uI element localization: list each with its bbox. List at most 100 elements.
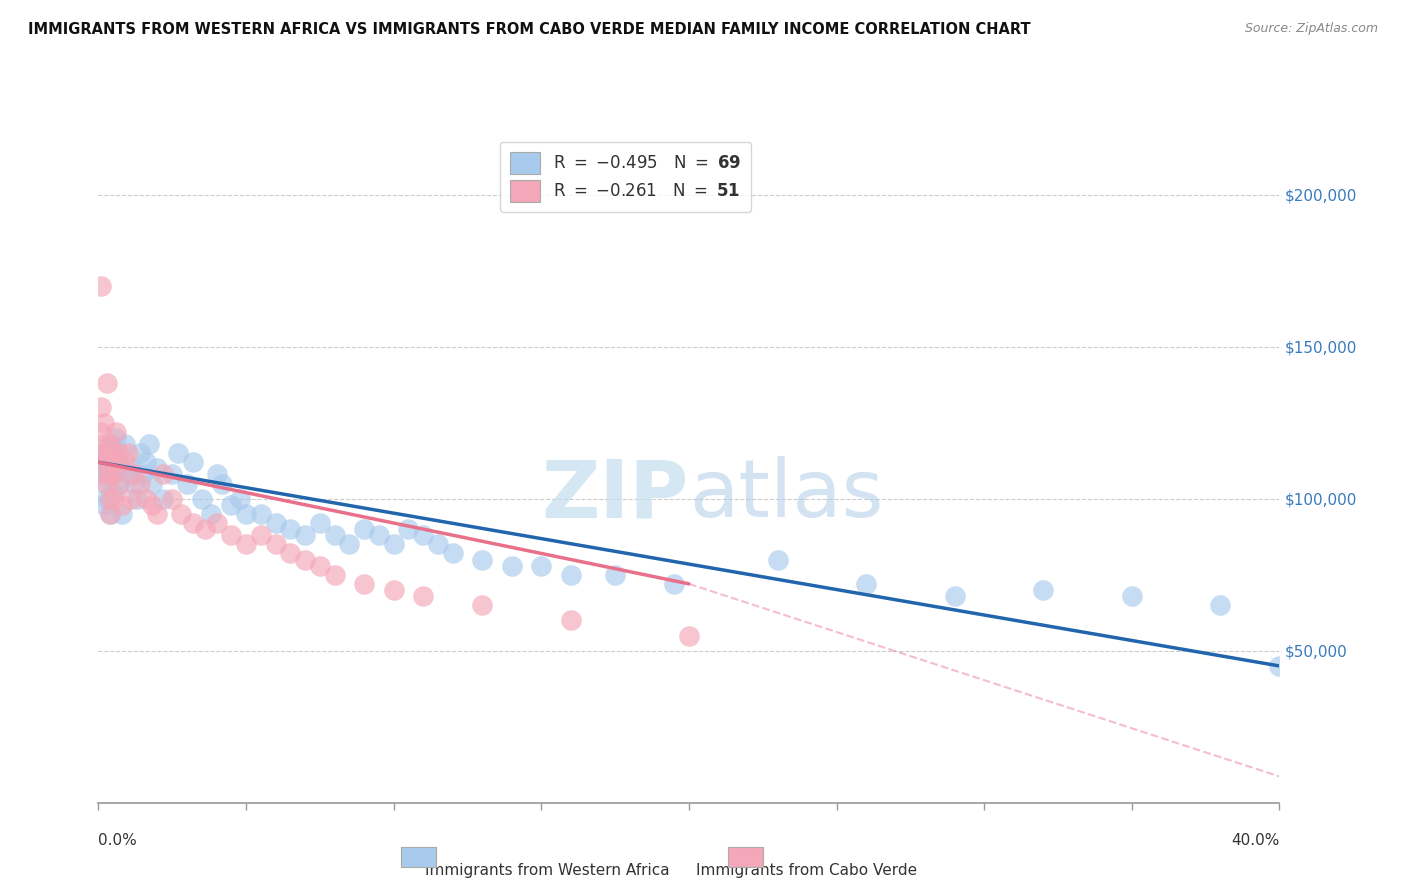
Point: [98, 491, 121, 506]
Text: atlas: atlas: [689, 456, 883, 534]
Point: [235, 537, 257, 551]
Point: [90, 425, 112, 439]
Point: [96, 455, 118, 469]
Text: 40.0%: 40.0%: [1232, 833, 1279, 848]
Point: [96, 491, 118, 506]
Point: [250, 528, 273, 542]
Point: [103, 446, 125, 460]
Point: [93, 467, 115, 482]
Point: [323, 567, 346, 582]
Point: [264, 516, 287, 530]
Point: [96, 446, 118, 460]
Point: [135, 455, 157, 469]
Point: [103, 485, 125, 500]
Point: [766, 552, 789, 566]
Point: [152, 467, 174, 482]
Point: [117, 467, 139, 482]
Point: [114, 437, 136, 451]
Point: [323, 528, 346, 542]
Point: [1209, 598, 1232, 612]
Text: IMMIGRANTS FROM WESTERN AFRICA VS IMMIGRANTS FROM CABO VERDE MEDIAN FAMILY INCOM: IMMIGRANTS FROM WESTERN AFRICA VS IMMIGR…: [28, 22, 1031, 37]
Point: [98, 437, 121, 451]
Point: [105, 461, 128, 475]
Point: [1032, 582, 1054, 597]
Text: Immigrants from Western Africa: Immigrants from Western Africa: [425, 863, 669, 878]
Point: [93, 446, 115, 460]
Point: [382, 537, 405, 551]
Point: [309, 558, 332, 573]
Point: [176, 476, 198, 491]
Point: [105, 425, 128, 439]
Point: [146, 461, 169, 475]
Point: [141, 498, 163, 512]
Point: [138, 437, 160, 451]
Text: Immigrants from Cabo Verde: Immigrants from Cabo Verde: [696, 863, 918, 878]
Point: [278, 522, 302, 536]
Point: [181, 516, 204, 530]
Point: [560, 613, 582, 627]
Point: [264, 537, 287, 551]
Point: [530, 558, 553, 573]
Point: [471, 598, 494, 612]
Text: 0.0%: 0.0%: [98, 833, 138, 848]
Point: [128, 446, 150, 460]
Point: [108, 476, 131, 491]
Point: [103, 467, 125, 482]
Legend: $\mathregular{R\ =\ }$$\mathbf{\mathit{-0.495}}$$\mathregular{\ \ \ N\ =\ }$$\ma: $\mathregular{R\ =\ }$$\mathbf{\mathit{-…: [501, 142, 751, 211]
Point: [98, 507, 121, 521]
Point: [162, 491, 183, 506]
Point: [278, 546, 302, 560]
Point: [152, 491, 174, 506]
Point: [412, 528, 434, 542]
Point: [111, 498, 134, 512]
Point: [132, 467, 155, 482]
Point: [93, 437, 115, 451]
Point: [105, 431, 128, 445]
Point: [678, 628, 700, 642]
Point: [103, 491, 125, 506]
Point: [96, 476, 118, 491]
Point: [191, 491, 214, 506]
Point: [194, 522, 217, 536]
Point: [90, 467, 112, 482]
Point: [146, 507, 169, 521]
Point: [96, 467, 118, 482]
Point: [200, 507, 222, 521]
Point: [117, 446, 139, 460]
Point: [122, 467, 145, 482]
Point: [93, 455, 115, 469]
Point: [122, 476, 145, 491]
Point: [90, 446, 112, 460]
Point: [120, 491, 142, 506]
Point: [205, 516, 228, 530]
Point: [1121, 589, 1143, 603]
Point: [170, 507, 193, 521]
Point: [162, 467, 183, 482]
Point: [98, 437, 121, 451]
Text: Source: ZipAtlas.com: Source: ZipAtlas.com: [1244, 22, 1378, 36]
Point: [368, 528, 391, 542]
Point: [98, 507, 121, 521]
Point: [90, 401, 112, 415]
Point: [108, 455, 131, 469]
Point: [560, 567, 582, 582]
Text: ZIP: ZIP: [541, 456, 689, 534]
Point: [605, 567, 627, 582]
Point: [128, 476, 150, 491]
Point: [98, 461, 121, 475]
Point: [396, 522, 419, 536]
Point: [98, 467, 121, 482]
Point: [664, 577, 686, 591]
Point: [294, 552, 316, 566]
Point: [167, 446, 190, 460]
Point: [501, 558, 523, 573]
Point: [353, 577, 375, 591]
Point: [211, 476, 233, 491]
Point: [205, 467, 228, 482]
Point: [219, 498, 242, 512]
Point: [309, 516, 332, 530]
Point: [105, 455, 128, 469]
Point: [250, 507, 273, 521]
Point: [120, 461, 142, 475]
Point: [111, 507, 134, 521]
